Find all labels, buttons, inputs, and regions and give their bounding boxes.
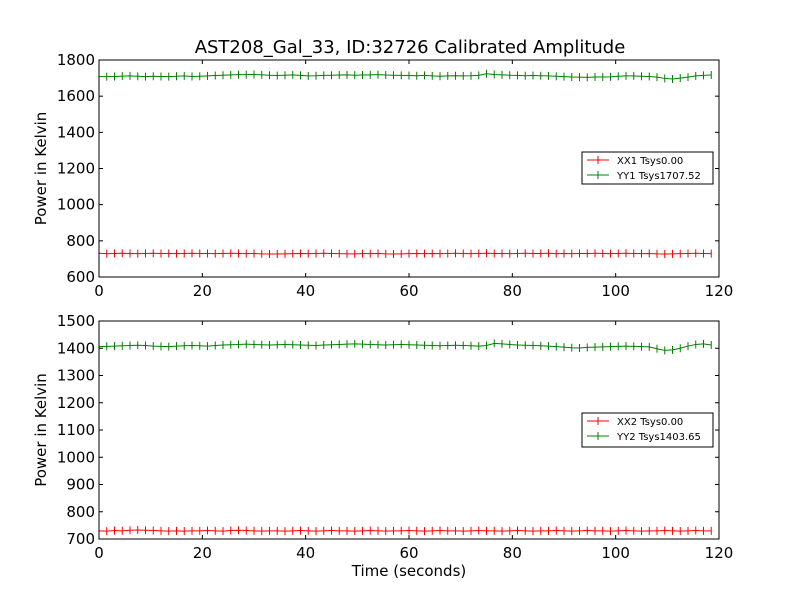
legend-label: XX2 Tsys0.00 <box>617 417 683 428</box>
y-tick-label: 1000 <box>57 448 95 466</box>
x-tick-label: 60 <box>399 282 418 300</box>
top-panel-series <box>98 69 712 259</box>
top-y-ticks: 600 800 1000 1200 1400 1600 1800 <box>57 51 719 286</box>
y-tick-label: 900 <box>66 476 95 494</box>
x-tick-label: 0 <box>94 282 104 300</box>
x-tick-label: 100 <box>601 544 630 562</box>
x-tick-label: 120 <box>705 544 734 562</box>
y-tick-label: 1200 <box>57 160 95 178</box>
legend-label: YY1 Tsys1707.52 <box>616 171 701 182</box>
x-axis-label: Time (seconds) <box>351 562 467 580</box>
x-tick-label: 120 <box>705 282 734 300</box>
y-tick-label: 1400 <box>57 123 95 141</box>
x-tick-label: 0 <box>94 544 104 562</box>
y-tick-label: 800 <box>66 503 95 521</box>
top-panel: 0 20 40 60 80 100 120 600 800 1000 1200 1400 1600 18… <box>32 51 733 300</box>
series-line-2 <box>99 73 712 80</box>
y-tick-label: 1500 <box>57 312 95 330</box>
y-tick-label: 1600 <box>57 87 95 105</box>
y-tick-label: 1100 <box>57 421 95 439</box>
x-tick-label: 60 <box>399 544 418 562</box>
legend-label: XX1 Tsys0.00 <box>617 156 683 167</box>
x-tick-label: 20 <box>193 282 212 300</box>
bottom-panel: 0 20 40 60 80 100 120 700 800 900 1000 1100 1200 130… <box>32 312 733 580</box>
bottom-panel-series <box>98 339 712 536</box>
y-tick-label: 1200 <box>57 394 95 412</box>
top-y-axis-label: Power in Kelvin <box>32 112 50 226</box>
y-tick-label: 600 <box>66 268 95 286</box>
x-tick-label: 100 <box>601 282 630 300</box>
legend-box <box>581 412 714 448</box>
x-tick-label: 20 <box>193 544 212 562</box>
top-x-ticks: 0 20 40 60 80 100 120 <box>94 60 733 300</box>
y-tick-label: 1400 <box>57 339 95 357</box>
series-line-1 <box>98 529 712 532</box>
y-tick-label: 1300 <box>57 367 95 385</box>
y-tick-label: 800 <box>66 232 95 250</box>
legend-label: YY2 Tsys1403.65 <box>616 432 701 443</box>
top-legend: XX1 Tsys0.00 YY1 Tsys1707.52 <box>581 151 714 185</box>
y-tick-label: 700 <box>66 530 95 548</box>
y-tick-label: 1000 <box>57 196 95 214</box>
series-line-2 <box>98 342 712 351</box>
bottom-y-axis-label: Power in Kelvin <box>32 373 50 487</box>
x-tick-label: 40 <box>296 282 315 300</box>
bottom-legend: XX2 Tsys0.00 YY2 Tsys1403.65 <box>581 412 714 448</box>
x-tick-label: 80 <box>503 544 522 562</box>
y-tick-label: 1800 <box>57 51 95 69</box>
bottom-x-ticks: 0 20 40 60 80 100 120 <box>94 321 733 562</box>
legend-box <box>581 151 714 185</box>
chart-title: AST208_Gal_33, ID:32726 Calibrated Ampli… <box>195 37 626 58</box>
bottom-y-ticks: 700 800 900 1000 1100 1200 1300 1400 1500 <box>57 312 719 548</box>
series-line-1 <box>98 252 712 255</box>
x-tick-label: 40 <box>296 544 315 562</box>
x-tick-label: 80 <box>503 282 522 300</box>
